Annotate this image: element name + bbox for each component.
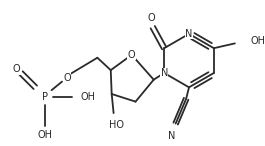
Text: OH: OH [80,92,95,102]
Text: N: N [168,131,175,141]
Text: O: O [63,73,71,83]
Text: O: O [12,64,20,74]
Text: HO: HO [109,120,124,130]
Text: O: O [128,50,136,60]
Text: N: N [161,68,168,78]
Text: N: N [185,29,193,39]
Text: P: P [42,92,48,102]
Text: OH: OH [37,130,52,140]
Text: O: O [147,13,155,23]
Text: OH: OH [250,36,265,46]
